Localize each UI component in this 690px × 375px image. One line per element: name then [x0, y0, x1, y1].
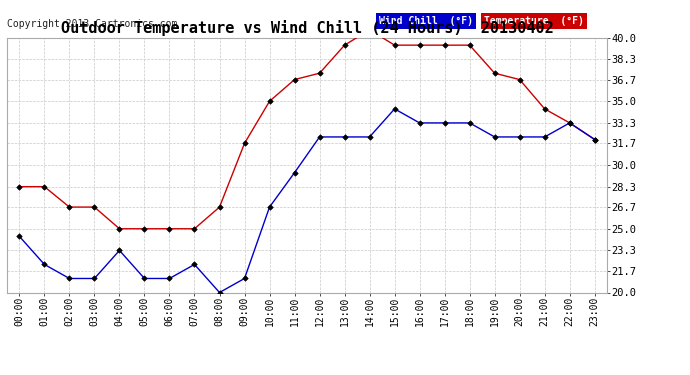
Text: Copyright 2013 Cartronics.com: Copyright 2013 Cartronics.com [7, 19, 177, 28]
Text: Temperature  (°F): Temperature (°F) [484, 16, 584, 26]
Title: Outdoor Temperature vs Wind Chill (24 Hours)  20130402: Outdoor Temperature vs Wind Chill (24 Ho… [61, 20, 553, 36]
Text: Wind Chill  (°F): Wind Chill (°F) [379, 16, 473, 26]
